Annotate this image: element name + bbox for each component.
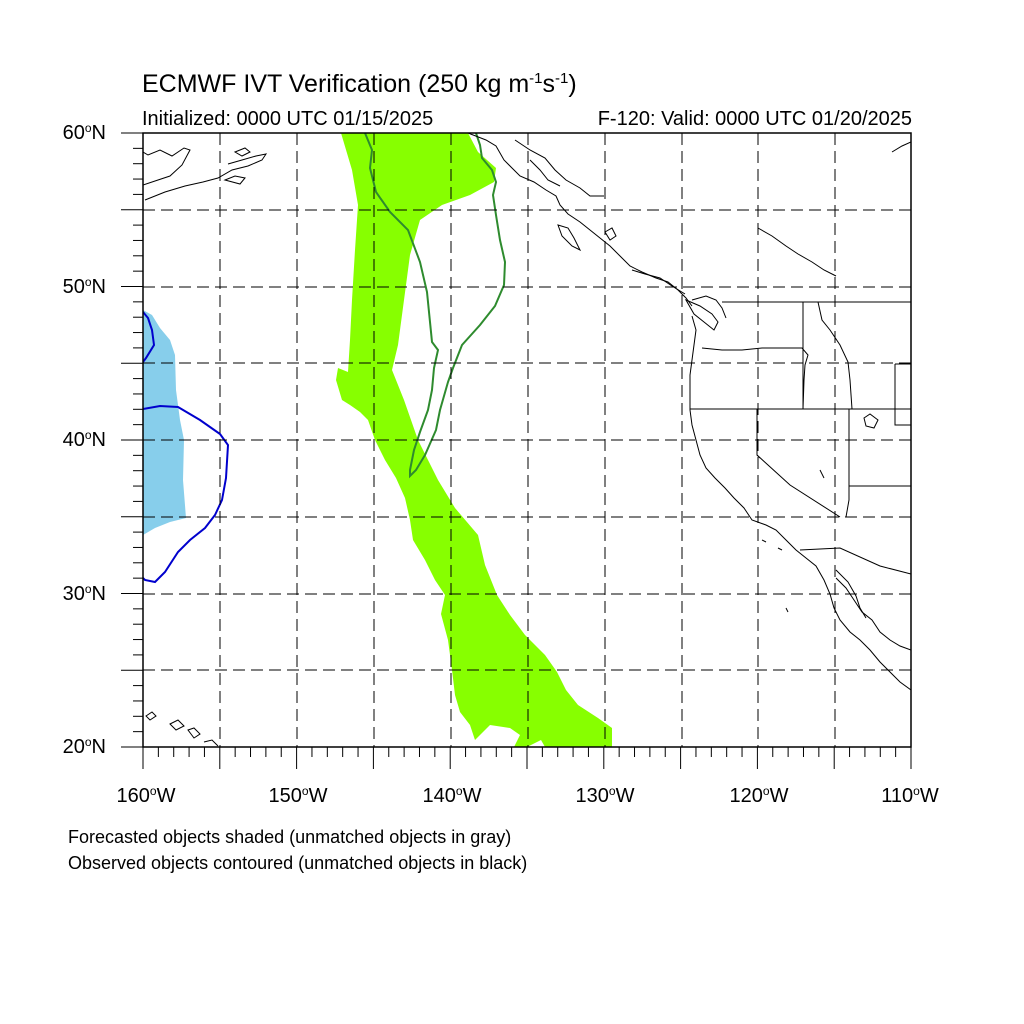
forecast-object-blue [143,310,186,535]
lon-label-110: 110oW [881,784,939,807]
lat-label-20: 20oN [62,735,106,758]
valid-time-label: F-120: Valid: 0000 UTC 01/20/2025 [597,108,912,130]
lon-label-140: 140oW [422,784,482,807]
map-title: ECMWF IVT Verification (250 kg m-1s-1) [142,70,577,99]
lon-label-130: 130oW [575,784,635,807]
title-exponent: -1 [529,70,543,87]
lon-label-150: 150oW [268,784,328,807]
footnote-forecast: Forecasted objects shaded (unmatched obj… [68,827,512,847]
coastline-layer [143,133,911,747]
lat-label-60: 60oN [62,121,106,144]
observed-object-blue [143,311,156,363]
footnote-observed: Observed objects contoured (unmatched ob… [68,853,528,873]
lon-label-120: 120oW [729,784,789,807]
axis-ticks [121,132,912,769]
observed-object-green [364,133,507,479]
init-time-label: Initialized: 0000 UTC 01/15/2025 [142,108,434,130]
title-text: ECMWF IVT Verification (250 kg m [142,70,530,98]
observed-object-blue [143,404,230,584]
lat-label-30: 30oN [62,582,106,605]
lat-label-40: 40oN [62,428,106,451]
lon-label-160: 160oW [116,784,176,807]
title-text-unit: s [542,70,556,98]
title-exponent: -1 [555,70,569,87]
lat-gridlines [143,209,911,671]
title-text-end: ) [568,70,577,98]
lon-gridlines [219,133,836,747]
lat-label-50: 50oN [62,275,106,298]
